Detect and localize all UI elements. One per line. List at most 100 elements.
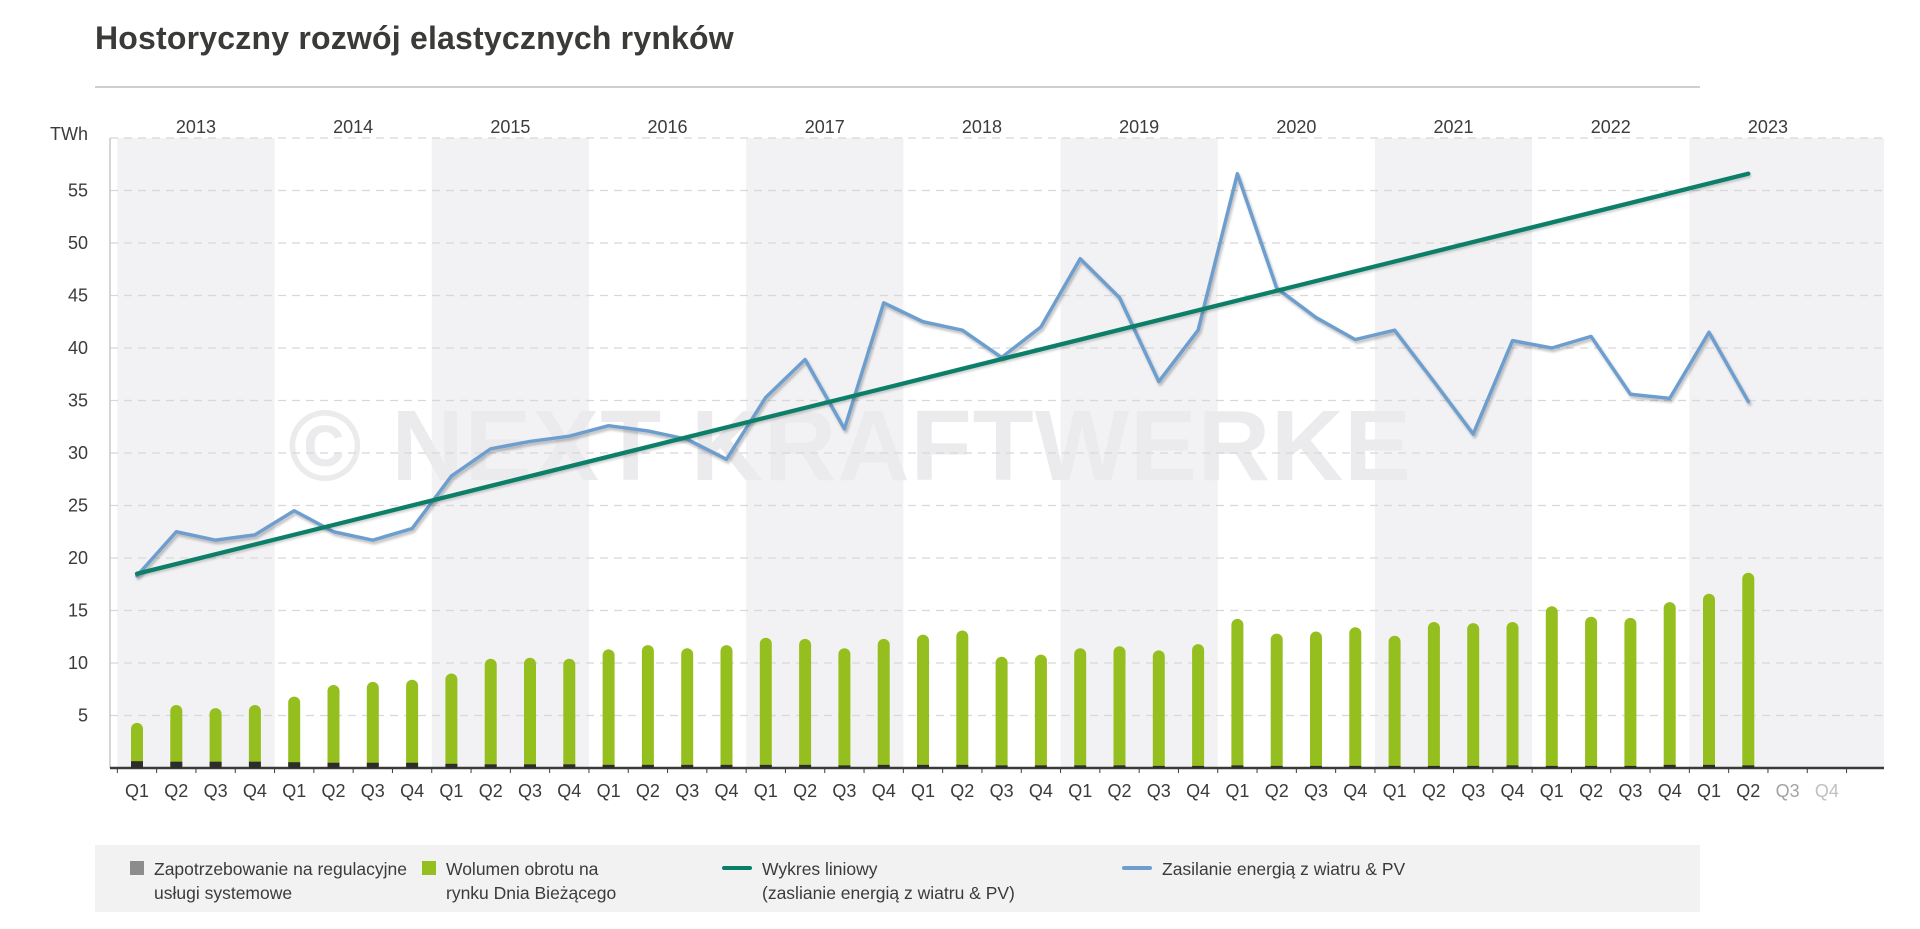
line-wind-pv-feedin[interactable] xyxy=(135,171,1751,578)
bar-regulation-demand-Q3-2013[interactable] xyxy=(209,761,222,768)
x-tick-label-15: Q4 xyxy=(714,781,738,801)
bar-intraday-volume-Q4-2016[interactable] xyxy=(720,645,733,768)
bar-intraday-volume-Q2-2014[interactable] xyxy=(327,685,340,768)
x-tick-label-42: Q3 xyxy=(1776,781,1800,801)
bar-intraday-volume-Q4-2020[interactable] xyxy=(1349,627,1362,768)
bar-intraday-volume-Q1-2013[interactable] xyxy=(131,722,143,768)
bar-regulation-demand-Q2-2019[interactable] xyxy=(1113,765,1126,768)
bar-intraday-volume-Q4-2013[interactable] xyxy=(248,705,261,768)
bar-regulation-demand-Q2-2021[interactable] xyxy=(1427,765,1440,768)
bar-intraday-volume-Q1-2020[interactable] xyxy=(1231,618,1244,768)
bar-intraday-volume-Q2-2021[interactable] xyxy=(1427,622,1440,768)
bar-regulation-demand-Q1-2018[interactable] xyxy=(917,764,929,768)
bar-regulation-demand-Q1-2013[interactable] xyxy=(131,761,143,768)
bar-regulation-demand-Q3-2014[interactable] xyxy=(366,762,379,768)
bar-intraday-volume-Q2-2013[interactable] xyxy=(170,705,183,768)
bar-intraday-volume-Q4-2017[interactable] xyxy=(877,638,890,768)
bar-intraday-volume-Q4-2014[interactable] xyxy=(406,679,419,768)
bar-regulation-demand-Q4-2018[interactable] xyxy=(1034,765,1047,768)
bar-intraday-volume-Q1-2019[interactable] xyxy=(1074,648,1087,768)
bar-intraday-volume-Q3-2015[interactable] xyxy=(524,657,536,768)
bar-intraday-volume-Q2-2018[interactable] xyxy=(956,630,969,768)
bar-intraday-volume-Q1-2021[interactable] xyxy=(1388,635,1401,768)
bar-regulation-demand-Q3-2021[interactable] xyxy=(1467,765,1480,768)
bar-regulation-demand-Q2-2020[interactable] xyxy=(1270,765,1283,768)
legend-item-regulation-services[interactable]: Zapotrzebowanie na regulacyjne usługi sy… xyxy=(130,857,407,905)
bar-regulation-demand-Q4-2022[interactable] xyxy=(1663,764,1676,768)
bar-regulation-demand-Q1-2020[interactable] xyxy=(1231,765,1244,768)
bar-regulation-demand-Q1-2014[interactable] xyxy=(288,762,301,768)
bar-regulation-demand-Q1-2017[interactable] xyxy=(759,764,772,768)
bar-regulation-demand-Q4-2016[interactable] xyxy=(720,764,733,768)
bar-intraday-volume-Q4-2022[interactable] xyxy=(1663,602,1676,768)
y-axis-unit-label: TWh xyxy=(50,124,88,144)
bar-intraday-volume-Q3-2022[interactable] xyxy=(1624,617,1637,768)
bar-regulation-demand-Q1-2019[interactable] xyxy=(1074,765,1087,768)
bar-intraday-volume-Q4-2018[interactable] xyxy=(1034,654,1047,768)
year-label-2020: 2020 xyxy=(1276,117,1316,137)
bar-regulation-demand-Q2-2014[interactable] xyxy=(327,762,340,768)
bar-intraday-volume-Q2-2015[interactable] xyxy=(484,658,497,768)
bar-intraday-volume-Q3-2014[interactable] xyxy=(366,681,379,768)
bar-intraday-volume-Q2-2023[interactable] xyxy=(1742,572,1755,768)
bar-regulation-demand-Q3-2022[interactable] xyxy=(1624,765,1637,768)
bar-regulation-demand-Q1-2022[interactable] xyxy=(1545,765,1558,768)
x-tick-label-23: Q4 xyxy=(1029,781,1053,801)
bar-intraday-volume-Q3-2020[interactable] xyxy=(1310,631,1322,769)
year-label-2016: 2016 xyxy=(648,117,688,137)
bar-regulation-demand-Q1-2021[interactable] xyxy=(1388,765,1401,768)
bar-regulation-demand-Q3-2016[interactable] xyxy=(681,764,694,768)
bar-regulation-demand-Q2-2018[interactable] xyxy=(956,764,969,768)
bar-regulation-demand-Q2-2013[interactable] xyxy=(170,761,183,768)
bar-regulation-demand-Q3-2018[interactable] xyxy=(995,765,1008,768)
bar-regulation-demand-Q1-2023[interactable] xyxy=(1703,764,1715,768)
bar-intraday-volume-Q4-2015[interactable] xyxy=(563,658,576,768)
bar-intraday-volume-Q3-2017[interactable] xyxy=(838,648,851,768)
bar-regulation-demand-Q3-2019[interactable] xyxy=(1152,765,1165,768)
bar-regulation-demand-Q3-2020[interactable] xyxy=(1310,765,1322,768)
bar-intraday-volume-Q1-2017[interactable] xyxy=(759,637,772,768)
bar-regulation-demand-Q4-2014[interactable] xyxy=(406,762,419,768)
bar-intraday-volume-Q3-2018[interactable] xyxy=(995,656,1008,768)
title-underline xyxy=(95,86,1700,88)
bar-intraday-volume-Q1-2015[interactable] xyxy=(445,673,458,769)
bar-intraday-volume-Q4-2019[interactable] xyxy=(1192,644,1205,768)
legend-item-wind-pv-feedin[interactable]: Zasilanie energią z wiatru & PV xyxy=(1122,857,1405,881)
bar-regulation-demand-Q4-2021[interactable] xyxy=(1506,765,1519,768)
y-tick-label-10: 10 xyxy=(68,653,88,673)
bar-regulation-demand-Q2-2017[interactable] xyxy=(799,764,812,768)
bar-regulation-demand-Q4-2015[interactable] xyxy=(563,764,576,768)
trend-line-wind-pv[interactable] xyxy=(134,171,1751,576)
bar-intraday-volume-Q2-2020[interactable] xyxy=(1270,633,1283,768)
bar-intraday-volume-Q1-2016[interactable] xyxy=(602,649,615,768)
bar-intraday-volume-Q3-2019[interactable] xyxy=(1152,650,1165,768)
bar-intraday-volume-Q1-2023[interactable] xyxy=(1703,593,1715,768)
bar-regulation-demand-Q2-2022[interactable] xyxy=(1585,765,1598,768)
bar-intraday-volume-Q1-2018[interactable] xyxy=(917,634,929,768)
bar-intraday-volume-Q2-2022[interactable] xyxy=(1585,616,1598,768)
bar-regulation-demand-Q2-2015[interactable] xyxy=(484,764,497,768)
bar-regulation-demand-Q3-2015[interactable] xyxy=(524,764,536,768)
bar-regulation-demand-Q4-2017[interactable] xyxy=(877,764,890,768)
bar-regulation-demand-Q2-2023[interactable] xyxy=(1742,765,1755,768)
bar-regulation-demand-Q4-2019[interactable] xyxy=(1192,765,1205,768)
bar-regulation-demand-Q4-2020[interactable] xyxy=(1349,765,1362,768)
bar-intraday-volume-Q1-2022[interactable] xyxy=(1545,606,1558,768)
bar-regulation-demand-Q1-2015[interactable] xyxy=(445,763,458,768)
bar-intraday-volume-Q3-2021[interactable] xyxy=(1467,623,1480,768)
bar-regulation-demand-Q1-2016[interactable] xyxy=(602,764,615,768)
bar-intraday-volume-Q4-2021[interactable] xyxy=(1506,622,1519,768)
bar-intraday-volume-Q2-2017[interactable] xyxy=(799,638,812,768)
legend-item-trend-line[interactable]: Wykres liniowy (zaslianie energią z wiat… xyxy=(722,857,1015,905)
bar-regulation-demand-Q4-2013[interactable] xyxy=(248,761,261,768)
legend-item-intraday-volume[interactable]: Wolumen obrotu na rynku Dnia Bieżącego xyxy=(422,857,616,905)
y-tick-label-30: 30 xyxy=(68,443,88,463)
bar-intraday-volume-Q1-2014[interactable] xyxy=(288,696,301,768)
bar-intraday-volume-Q3-2016[interactable] xyxy=(681,648,694,768)
bar-intraday-volume-Q2-2019[interactable] xyxy=(1113,646,1126,768)
bar-regulation-demand-Q3-2017[interactable] xyxy=(838,765,851,768)
bar-intraday-volume-Q3-2013[interactable] xyxy=(209,708,222,768)
bar-regulation-demand-Q2-2016[interactable] xyxy=(641,764,654,768)
bar-intraday-volume-Q2-2016[interactable] xyxy=(641,645,654,768)
